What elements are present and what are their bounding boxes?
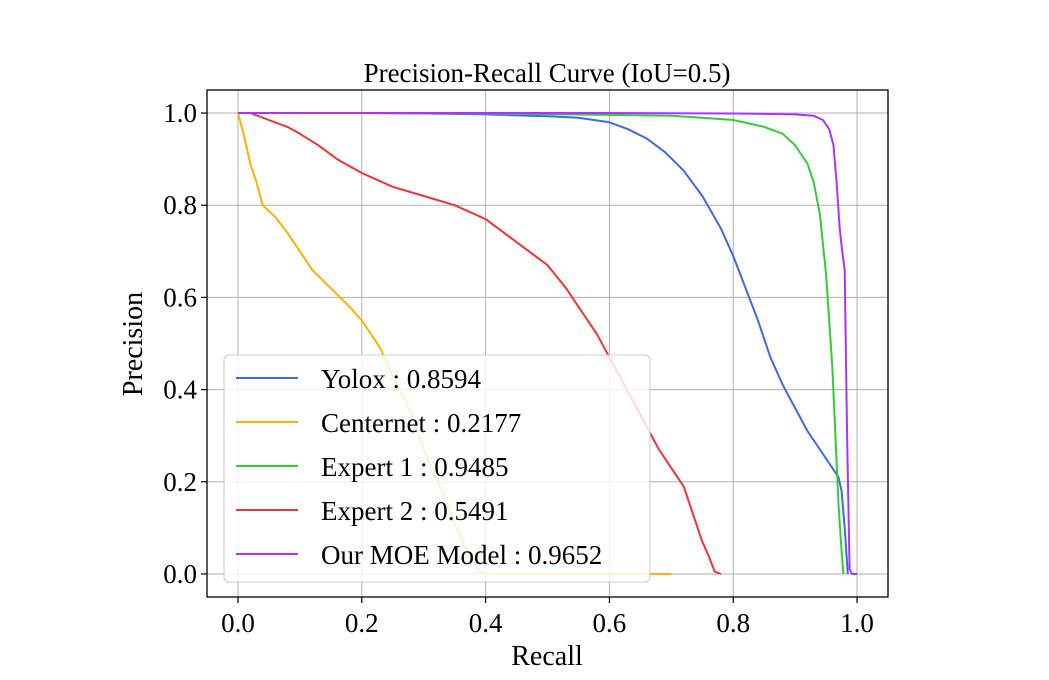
legend-entry-label: Expert 2 : 0.5491 [321, 496, 508, 526]
y-tick-label: 1.0 [163, 98, 197, 128]
legend-box [223, 354, 651, 583]
series-line-5 [238, 112, 857, 575]
y-tick-label: 0.6 [163, 282, 197, 312]
series-line-1 [238, 112, 849, 575]
legend-entry-label: Expert 1 : 0.9485 [321, 452, 508, 482]
y-tick-label: 0.4 [163, 375, 197, 405]
legend: Yolox : 0.8594 Centernet : 0.2177 Expert 1… [223, 354, 651, 583]
chart-title: Precision-Recall Curve (IoU=0.5) [364, 58, 731, 88]
x-axis-label: Recall [511, 641, 583, 672]
y-axis-label: Precision [118, 292, 149, 396]
x-tick-label: 0.4 [469, 608, 503, 638]
series-line-3 [238, 112, 845, 575]
legend-entry-label: Our MOE Model : 0.9652 [321, 540, 602, 570]
axes-frame [206, 89, 889, 598]
x-tick-label: 0.0 [221, 608, 255, 638]
legend-entry-label: Yolox : 0.8594 [321, 364, 482, 394]
x-tick-label: 0.2 [345, 608, 379, 638]
y-tick-label: 0.2 [163, 467, 197, 497]
y-tick-label: 0.0 [163, 559, 197, 589]
y-tick-label: 0.8 [163, 190, 197, 220]
x-tick-label: 0.8 [716, 608, 750, 638]
x-tick-label: 0.6 [593, 608, 627, 638]
ticks: 0.0 0.2 0.4 0.6 0.8 1.0 0.0 0.2 0.4 0.6 0.8 1.0 [163, 98, 874, 638]
series-line-4 [238, 112, 722, 575]
legend-entry-label: Centernet : 0.2177 [321, 408, 521, 438]
x-tick-label: 1.0 [840, 608, 874, 638]
